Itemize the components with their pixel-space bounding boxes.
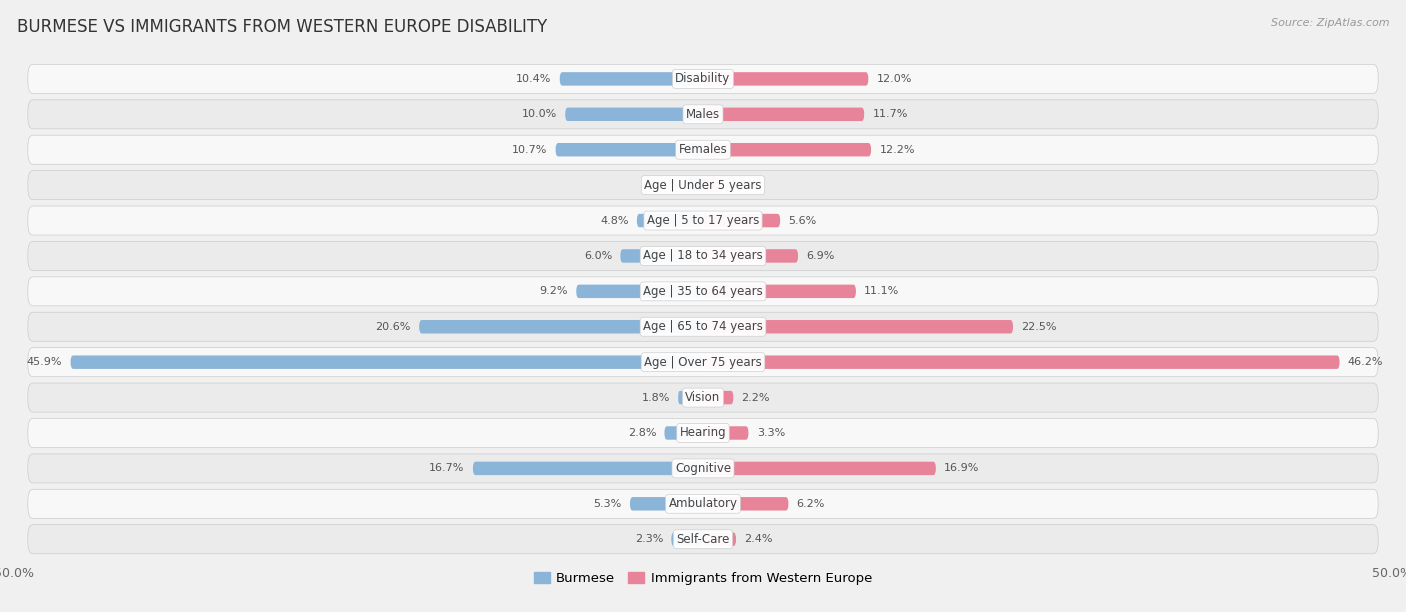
Text: 1.8%: 1.8% [641,392,669,403]
Text: 2.2%: 2.2% [741,392,770,403]
Text: 10.4%: 10.4% [516,74,551,84]
Text: 16.7%: 16.7% [429,463,464,474]
FancyBboxPatch shape [28,206,1378,235]
Text: 3.3%: 3.3% [756,428,785,438]
Text: 46.2%: 46.2% [1348,357,1384,367]
FancyBboxPatch shape [703,356,1340,369]
FancyBboxPatch shape [70,356,703,369]
Text: Hearing: Hearing [679,427,727,439]
FancyBboxPatch shape [576,285,703,298]
Text: 9.2%: 9.2% [540,286,568,296]
FancyBboxPatch shape [703,214,780,227]
Text: 6.0%: 6.0% [583,251,612,261]
FancyBboxPatch shape [555,143,703,157]
FancyBboxPatch shape [28,241,1378,271]
Text: 11.7%: 11.7% [873,110,908,119]
Text: 4.8%: 4.8% [600,215,628,226]
Text: Disability: Disability [675,72,731,86]
Text: BURMESE VS IMMIGRANTS FROM WESTERN EUROPE DISABILITY: BURMESE VS IMMIGRANTS FROM WESTERN EUROP… [17,18,547,36]
FancyBboxPatch shape [28,135,1378,164]
Text: 11.1%: 11.1% [865,286,900,296]
FancyBboxPatch shape [28,489,1378,518]
FancyBboxPatch shape [28,100,1378,129]
Text: 45.9%: 45.9% [27,357,62,367]
FancyBboxPatch shape [28,524,1378,554]
Text: 2.4%: 2.4% [744,534,773,544]
FancyBboxPatch shape [703,497,789,510]
Text: Age | 5 to 17 years: Age | 5 to 17 years [647,214,759,227]
FancyBboxPatch shape [665,427,703,439]
FancyBboxPatch shape [28,419,1378,447]
FancyBboxPatch shape [671,532,703,546]
Text: Females: Females [679,143,727,156]
Text: 6.2%: 6.2% [797,499,825,509]
FancyBboxPatch shape [678,391,703,405]
FancyBboxPatch shape [703,249,799,263]
FancyBboxPatch shape [28,277,1378,306]
FancyBboxPatch shape [630,497,703,510]
FancyBboxPatch shape [637,214,703,227]
FancyBboxPatch shape [703,72,869,86]
Text: Age | 65 to 74 years: Age | 65 to 74 years [643,320,763,334]
Text: 5.6%: 5.6% [789,215,817,226]
Text: Cognitive: Cognitive [675,462,731,475]
FancyBboxPatch shape [703,532,737,546]
Legend: Burmese, Immigrants from Western Europe: Burmese, Immigrants from Western Europe [529,566,877,590]
FancyBboxPatch shape [565,108,703,121]
FancyBboxPatch shape [28,348,1378,377]
Text: Source: ZipAtlas.com: Source: ZipAtlas.com [1271,18,1389,28]
Text: 2.8%: 2.8% [627,428,657,438]
Text: Age | Over 75 years: Age | Over 75 years [644,356,762,368]
FancyBboxPatch shape [560,72,703,86]
FancyBboxPatch shape [703,285,856,298]
FancyBboxPatch shape [28,383,1378,412]
FancyBboxPatch shape [620,249,703,263]
Text: Ambulatory: Ambulatory [668,498,738,510]
FancyBboxPatch shape [703,179,723,192]
Text: Self-Care: Self-Care [676,532,730,546]
FancyBboxPatch shape [688,179,703,192]
Text: 10.0%: 10.0% [522,110,557,119]
Text: 2.3%: 2.3% [634,534,664,544]
FancyBboxPatch shape [419,320,703,334]
Text: Age | Under 5 years: Age | Under 5 years [644,179,762,192]
Text: 10.7%: 10.7% [512,144,547,155]
Text: 12.0%: 12.0% [876,74,912,84]
Text: 5.3%: 5.3% [593,499,621,509]
FancyBboxPatch shape [703,461,936,475]
Text: Age | 35 to 64 years: Age | 35 to 64 years [643,285,763,298]
Text: Males: Males [686,108,720,121]
Text: 1.1%: 1.1% [651,180,679,190]
Text: 1.4%: 1.4% [731,180,759,190]
Text: 12.2%: 12.2% [879,144,915,155]
Text: 6.9%: 6.9% [807,251,835,261]
FancyBboxPatch shape [703,391,734,405]
FancyBboxPatch shape [703,320,1012,334]
Text: 22.5%: 22.5% [1021,322,1057,332]
FancyBboxPatch shape [28,312,1378,341]
FancyBboxPatch shape [703,143,872,157]
Text: 20.6%: 20.6% [375,322,411,332]
FancyBboxPatch shape [472,461,703,475]
FancyBboxPatch shape [28,454,1378,483]
Text: 16.9%: 16.9% [945,463,980,474]
FancyBboxPatch shape [28,171,1378,200]
Text: Age | 18 to 34 years: Age | 18 to 34 years [643,250,763,263]
FancyBboxPatch shape [28,64,1378,94]
FancyBboxPatch shape [703,108,865,121]
Text: Vision: Vision [685,391,721,404]
FancyBboxPatch shape [703,427,748,439]
